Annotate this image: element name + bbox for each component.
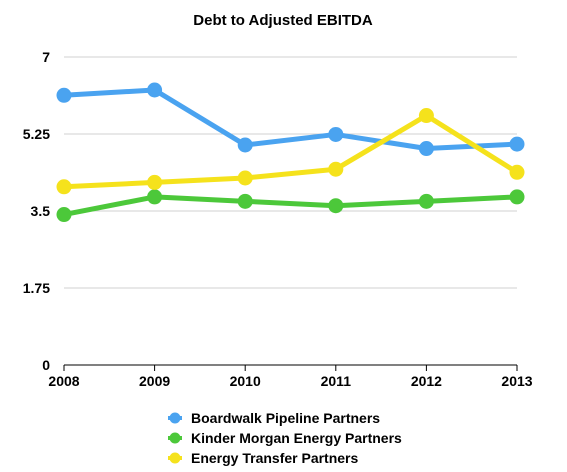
data-point xyxy=(509,189,525,205)
data-point xyxy=(56,207,72,223)
x-axis-tick-labels: 2008 2009 2010 2011 2012 2013 xyxy=(48,373,532,389)
y-tick-label: 0 xyxy=(42,357,50,373)
x-tick-label: 2011 xyxy=(321,373,352,389)
y-tick-label: 7 xyxy=(42,49,50,65)
data-point xyxy=(328,126,344,142)
data-point xyxy=(237,170,253,186)
legend-label: Kinder Morgan Energy Partners xyxy=(191,430,402,446)
data-point xyxy=(147,174,163,190)
data-point xyxy=(328,161,344,177)
legend-swatch-marker xyxy=(169,412,181,424)
chart-title: Debt to Adjusted EBITDA xyxy=(193,12,373,29)
y-axis-tick-labels: 0 1.75 3.5 5.25 7 xyxy=(23,49,50,373)
legend-swatch-marker xyxy=(169,452,181,464)
x-tick-label: 2009 xyxy=(139,373,170,389)
data-point xyxy=(418,108,434,124)
data-point xyxy=(147,82,163,98)
series xyxy=(56,189,525,223)
axes xyxy=(63,364,518,371)
y-tick-label: 1.75 xyxy=(23,280,50,296)
data-point xyxy=(56,179,72,195)
legend-swatch-marker xyxy=(169,432,181,444)
data-point xyxy=(418,193,434,209)
data-point xyxy=(147,189,163,205)
legend-item: Boardwalk Pipeline Partners xyxy=(168,410,380,426)
data-point xyxy=(56,87,72,103)
series-lines xyxy=(56,82,525,223)
legend: Boardwalk Pipeline Partners Kinder Morgan… xyxy=(168,410,402,466)
series-line xyxy=(61,113,520,190)
data-point xyxy=(328,198,344,214)
grid-lines xyxy=(64,56,517,289)
series-line xyxy=(61,87,520,152)
legend-item: Kinder Morgan Energy Partners xyxy=(168,430,402,446)
series-line xyxy=(61,194,520,218)
x-tick-label: 2013 xyxy=(501,373,532,389)
x-tick-label: 2008 xyxy=(48,373,79,389)
legend-item: Energy Transfer Partners xyxy=(168,450,359,466)
series xyxy=(56,108,525,195)
legend-label: Boardwalk Pipeline Partners xyxy=(191,410,380,426)
legend-label: Energy Transfer Partners xyxy=(191,450,359,466)
y-tick-label: 3.5 xyxy=(31,203,51,219)
data-point xyxy=(509,164,525,180)
data-point xyxy=(509,136,525,152)
data-point xyxy=(237,193,253,209)
x-tick-label: 2012 xyxy=(411,373,442,389)
data-point xyxy=(418,141,434,157)
x-tick-label: 2010 xyxy=(230,373,261,389)
series xyxy=(56,82,525,157)
data-point xyxy=(237,137,253,153)
y-tick-label: 5.25 xyxy=(23,126,50,142)
